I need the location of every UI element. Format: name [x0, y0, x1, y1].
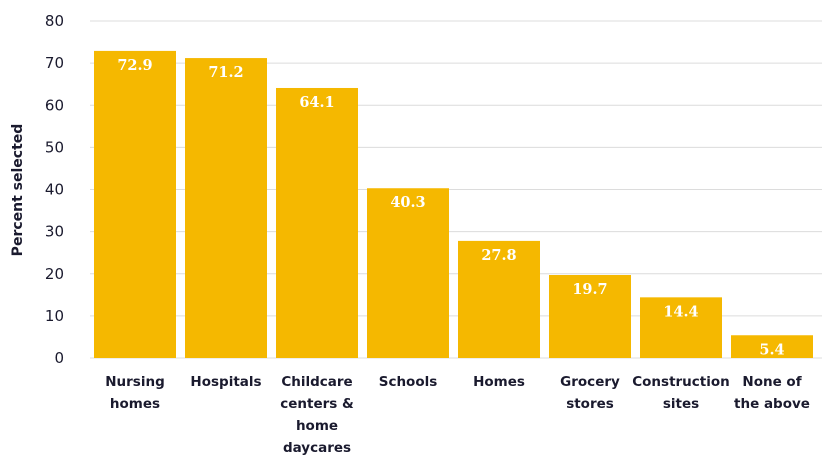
data-labels: 72.9 71.2 64.1 40.3 27.8 19.7 14.4 5.4 [117, 57, 784, 358]
bar [549, 275, 631, 358]
bar [640, 297, 722, 358]
x-tick-label-line: sites [663, 396, 699, 412]
y-tick-label: 10 [45, 307, 64, 325]
x-tick-label: Childcare centers & home daycares [280, 374, 354, 455]
y-tick-label: 80 [45, 12, 64, 30]
x-tick-label-line: stores [566, 396, 614, 412]
bar [185, 58, 267, 358]
x-tick-label-line: Grocery [560, 374, 620, 390]
x-tick-label-line: None of [742, 374, 801, 390]
data-label: 19.7 [572, 281, 607, 298]
y-axis-label: Percent selected [10, 124, 26, 257]
bar [731, 335, 813, 358]
y-tick-label: 0 [54, 349, 64, 367]
x-tick-label: Grocery stores [560, 374, 620, 412]
bar [367, 188, 449, 358]
x-tick-label: Schools [379, 374, 438, 390]
x-tick-label-line: Childcare [281, 374, 352, 390]
x-tick-label-line: Homes [473, 374, 525, 390]
x-tick-label: None of the above [734, 374, 810, 412]
data-label: 27.8 [481, 247, 516, 264]
x-tick-label: Construction sites [632, 374, 730, 412]
x-tick-label-line: daycares [283, 440, 351, 455]
data-label: 40.3 [390, 194, 425, 211]
data-label: 14.4 [663, 303, 698, 320]
y-tick-label: 20 [45, 265, 64, 283]
bar [276, 87, 358, 358]
x-tick-label-line: Nursing [105, 374, 165, 390]
x-tick-label-line: home [296, 418, 338, 434]
y-tick-label: 70 [45, 54, 64, 72]
y-tick-label: 40 [45, 181, 64, 199]
y-tick-label: 30 [45, 223, 64, 241]
x-tick-label-line: Schools [379, 374, 438, 390]
x-tick-label: Hospitals [190, 374, 261, 390]
y-tick-label: 50 [45, 138, 64, 156]
y-axis-ticks: 0 10 20 30 40 50 60 70 80 [45, 12, 64, 367]
data-label: 71.2 [208, 64, 243, 81]
x-tick-label: Nursing homes [105, 374, 165, 412]
y-tick-label: 60 [45, 96, 64, 114]
x-tick-label-line: Construction [632, 374, 730, 390]
x-tick-label: Homes [473, 374, 525, 390]
data-label: 64.1 [299, 94, 334, 111]
data-label: 72.9 [117, 57, 152, 74]
x-tick-label-line: Hospitals [190, 374, 261, 390]
x-tick-label-line: centers & [280, 396, 354, 412]
data-label: 5.4 [759, 341, 784, 358]
x-tick-label-line: homes [110, 396, 160, 412]
bars [94, 50, 813, 358]
x-axis-ticks: Nursing homes Hospitals Childcare centers & h… [105, 374, 810, 455]
bar [94, 50, 176, 358]
x-tick-label-line: the above [734, 396, 810, 412]
bar [458, 240, 540, 358]
